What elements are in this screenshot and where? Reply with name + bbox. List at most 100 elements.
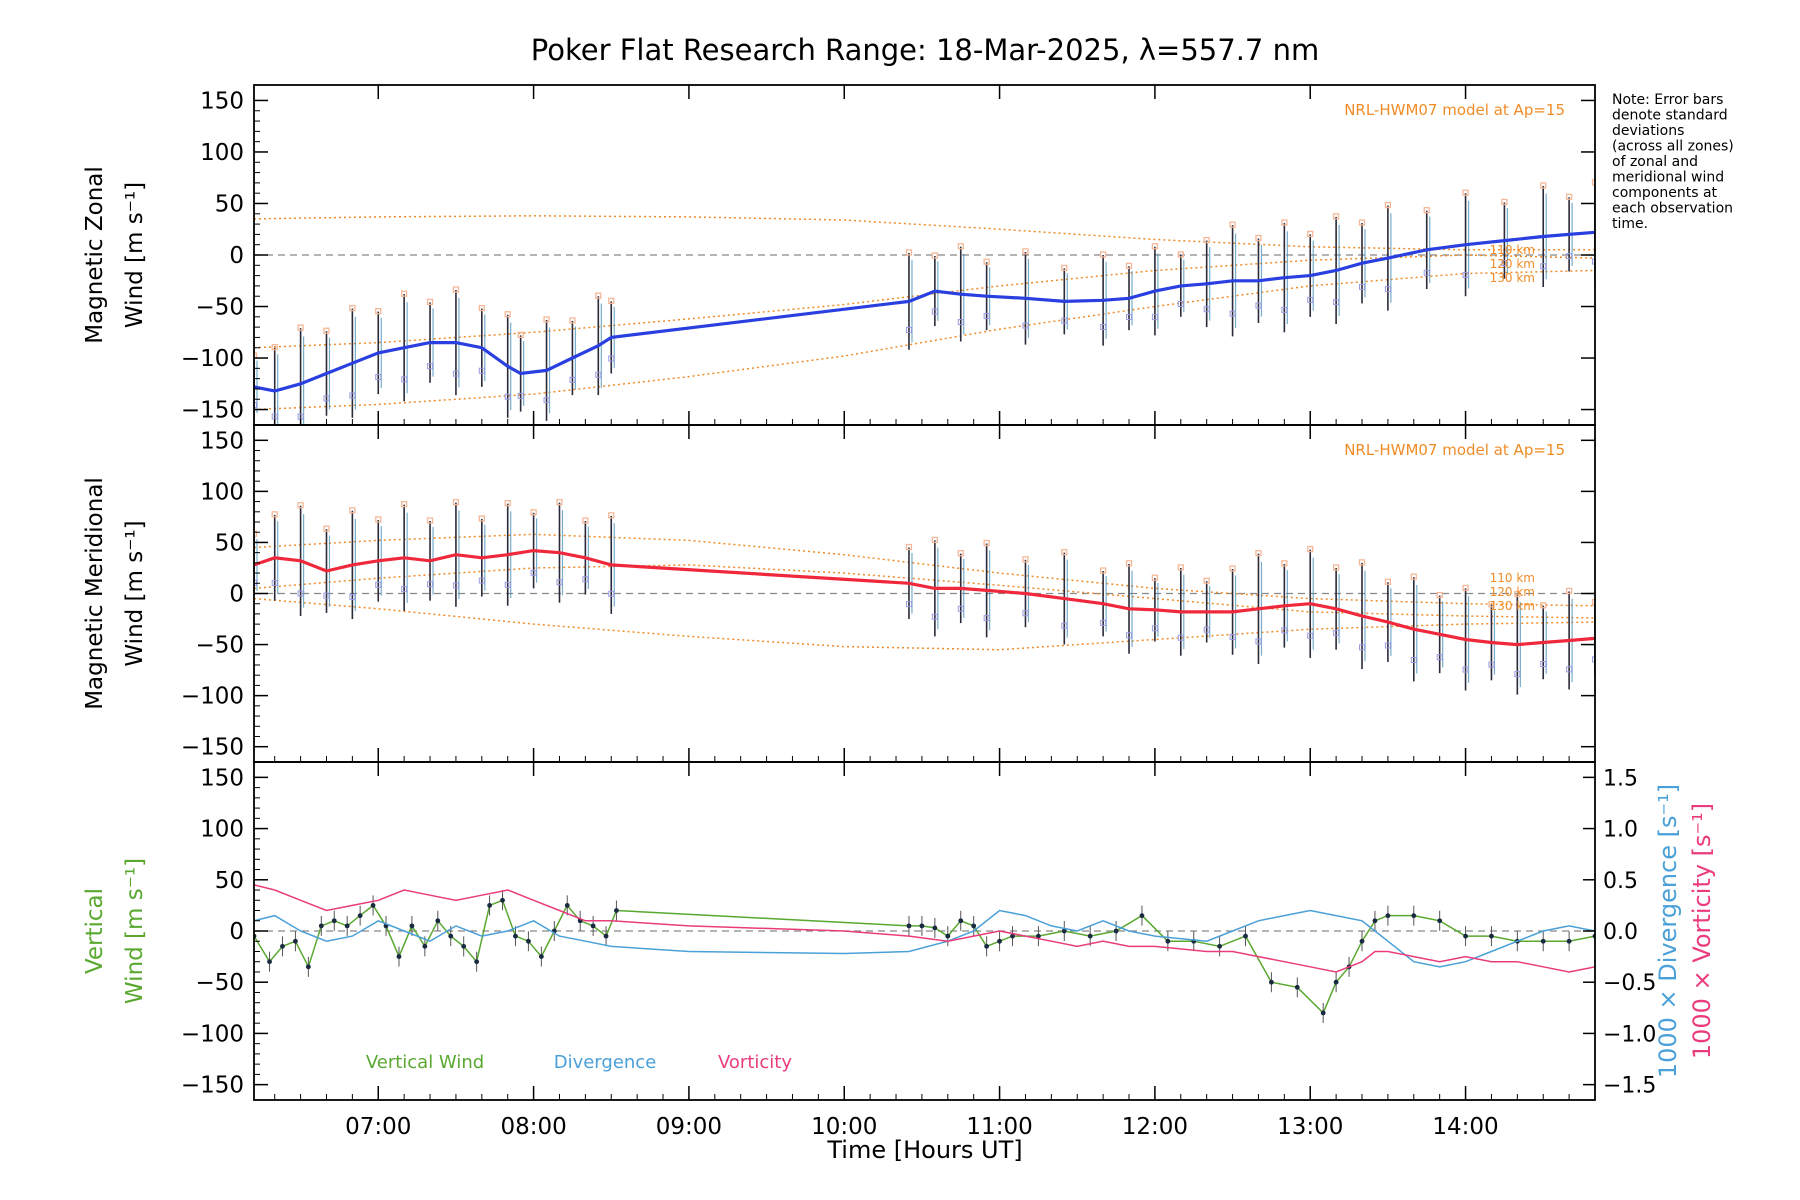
zone-marker bbox=[569, 376, 576, 383]
plot-area bbox=[254, 179, 1595, 425]
vertical-point bbox=[1540, 938, 1546, 944]
y-axis-label: Vertical bbox=[82, 888, 108, 974]
model-marker bbox=[323, 525, 330, 532]
model-marker bbox=[595, 292, 602, 299]
vertical-point bbox=[1036, 933, 1041, 939]
zone-marker bbox=[1022, 610, 1029, 617]
x-tick-label: 08:00 bbox=[500, 1114, 566, 1140]
model-marker bbox=[1540, 602, 1547, 609]
y-tick-label: 150 bbox=[200, 765, 244, 791]
vertical-point bbox=[435, 918, 441, 924]
y-tick-label: −150 bbox=[181, 735, 244, 761]
vertical-point bbox=[1320, 1010, 1326, 1016]
zone-marker bbox=[1462, 666, 1469, 673]
zone-marker bbox=[297, 590, 304, 597]
model-marker bbox=[983, 539, 990, 547]
note-line: deviations bbox=[1612, 123, 1684, 139]
panel-vertical: −1.5 −1.0 −0.5 0.0 0.5 1.0 1.5 1000 × Divergenc… bbox=[82, 761, 1716, 1140]
model-marker bbox=[1061, 264, 1068, 272]
y-axis-label: Wind [m s⁻¹] bbox=[122, 858, 148, 1004]
model-marker bbox=[1125, 560, 1133, 567]
note-line: time. bbox=[1612, 216, 1648, 232]
vertical-point bbox=[461, 943, 467, 949]
model-marker bbox=[1177, 564, 1184, 571]
model-marker bbox=[401, 290, 408, 297]
y2-tick-label: −1.5 bbox=[1603, 1074, 1656, 1099]
vertical-point bbox=[422, 943, 428, 949]
panel-frame bbox=[253, 761, 1596, 1101]
y-tick-label: 0 bbox=[229, 582, 244, 608]
zone-marker bbox=[1061, 317, 1068, 324]
plot-area bbox=[254, 498, 1595, 695]
model-marker bbox=[1229, 221, 1236, 228]
zone-marker bbox=[1151, 314, 1158, 321]
model-marker bbox=[426, 298, 434, 306]
vertical-point bbox=[1372, 918, 1378, 924]
model-marker bbox=[1540, 182, 1547, 189]
vertical-point bbox=[1294, 984, 1300, 990]
model-marker bbox=[1255, 234, 1262, 242]
zone-marker bbox=[1436, 654, 1443, 661]
y2-tick-label: 1.5 bbox=[1603, 766, 1638, 791]
divergence-line bbox=[254, 909, 1595, 968]
model-marker bbox=[323, 327, 330, 334]
zone-marker bbox=[323, 592, 330, 599]
x-tick-label: 14:00 bbox=[1432, 1114, 1498, 1140]
y-axis-label: Wind [m s⁻¹] bbox=[122, 182, 148, 328]
plot-area bbox=[254, 884, 1595, 1023]
model-marker bbox=[1501, 198, 1508, 206]
vertical-wind-line bbox=[254, 899, 1595, 1015]
zone-marker bbox=[543, 397, 550, 404]
model-marker bbox=[1384, 201, 1392, 209]
zone-marker bbox=[957, 605, 964, 612]
model-marker bbox=[452, 286, 460, 293]
model-marker bbox=[1410, 573, 1417, 580]
note-line: components at bbox=[1612, 185, 1718, 201]
y-tick-label: −150 bbox=[181, 1073, 244, 1099]
y2-tick-label: 0.0 bbox=[1603, 920, 1638, 945]
vertical-point bbox=[1385, 913, 1391, 919]
zone-marker bbox=[323, 395, 330, 402]
model-marker bbox=[254, 352, 258, 359]
vertical-point bbox=[357, 913, 363, 919]
model-altitude-label: 110 km bbox=[1490, 243, 1535, 257]
model-curve bbox=[254, 269, 1595, 411]
y-tick-label: 0 bbox=[229, 919, 244, 945]
figure-title: Poker Flat Research Range: 18-Mar-2025, … bbox=[531, 33, 1319, 67]
zone-marker bbox=[1100, 619, 1107, 626]
zone-marker bbox=[1255, 638, 1262, 645]
model-marker bbox=[1436, 591, 1443, 599]
legend-item: Vertical Wind bbox=[366, 1052, 484, 1073]
zone-marker bbox=[1061, 622, 1068, 629]
model-altitude-label: 110 km bbox=[1490, 571, 1535, 585]
note-line: meridional wind bbox=[1612, 170, 1724, 186]
model-marker bbox=[517, 331, 524, 339]
legend-item: Divergence bbox=[554, 1052, 657, 1073]
model-marker bbox=[1462, 584, 1469, 592]
zone-marker bbox=[1229, 310, 1236, 317]
model-curve bbox=[254, 215, 1595, 251]
model-label: NRL-HWM07 model at Ap=15 bbox=[1344, 441, 1565, 459]
vertical-point bbox=[474, 959, 480, 965]
vertical-point bbox=[1010, 933, 1015, 939]
vertical-point bbox=[958, 918, 964, 924]
model-marker bbox=[1099, 567, 1107, 574]
model-marker bbox=[504, 499, 511, 507]
vertical-point bbox=[409, 923, 415, 929]
zone-marker bbox=[1307, 632, 1314, 639]
zone-marker bbox=[349, 392, 356, 399]
zone-marker bbox=[452, 370, 459, 377]
zone-marker bbox=[1384, 286, 1391, 293]
x-axis-label: Time [Hours UT] bbox=[826, 1136, 1022, 1164]
model-marker bbox=[983, 258, 990, 265]
model-marker bbox=[1022, 556, 1029, 563]
divergence-axis-label: 1000 × Divergence [s⁻¹] bbox=[1654, 784, 1682, 1078]
vertical-point bbox=[603, 933, 609, 939]
vertical-point bbox=[370, 902, 376, 908]
vertical-point bbox=[1268, 979, 1274, 985]
vertical-point bbox=[513, 933, 518, 939]
model-marker bbox=[254, 530, 258, 537]
